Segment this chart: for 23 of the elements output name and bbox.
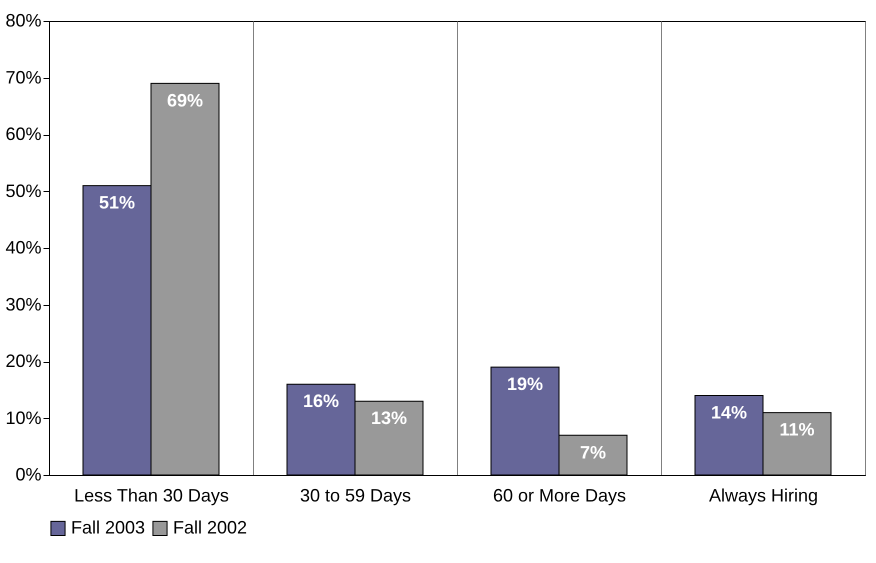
y-tick-label: 60%: [5, 124, 42, 144]
data-label: 69%: [166, 90, 204, 110]
x-tick-label: Always Hiring: [708, 486, 818, 506]
y-tick-label: 70%: [5, 67, 42, 88]
y-tick-label: 50%: [5, 180, 42, 201]
x-tick-label: 30 to 59 Days: [300, 486, 412, 506]
data-label: 16%: [302, 391, 340, 412]
data-label: 11%: [779, 420, 815, 440]
data-label: 19%: [506, 374, 544, 394]
legend-label: Fall 2003: [71, 517, 146, 538]
data-label: 13%: [370, 408, 408, 428]
legend-label: Fall 2002: [173, 517, 248, 538]
y-tick-label: 30%: [5, 294, 42, 314]
x-tick-label: 60 or More Days: [492, 486, 626, 506]
y-tick-label: 80%: [5, 10, 42, 30]
y-tick-label: 20%: [5, 351, 42, 371]
data-label: 7%: [580, 442, 606, 462]
data-label: 51%: [98, 192, 136, 213]
y-tick-label: 40%: [5, 238, 42, 258]
y-tick-label: 10%: [5, 408, 42, 428]
y-tick-label: 0%: [15, 464, 42, 484]
x-tick-label: Less Than 30 Days: [74, 486, 229, 506]
data-label: 14%: [710, 402, 748, 423]
